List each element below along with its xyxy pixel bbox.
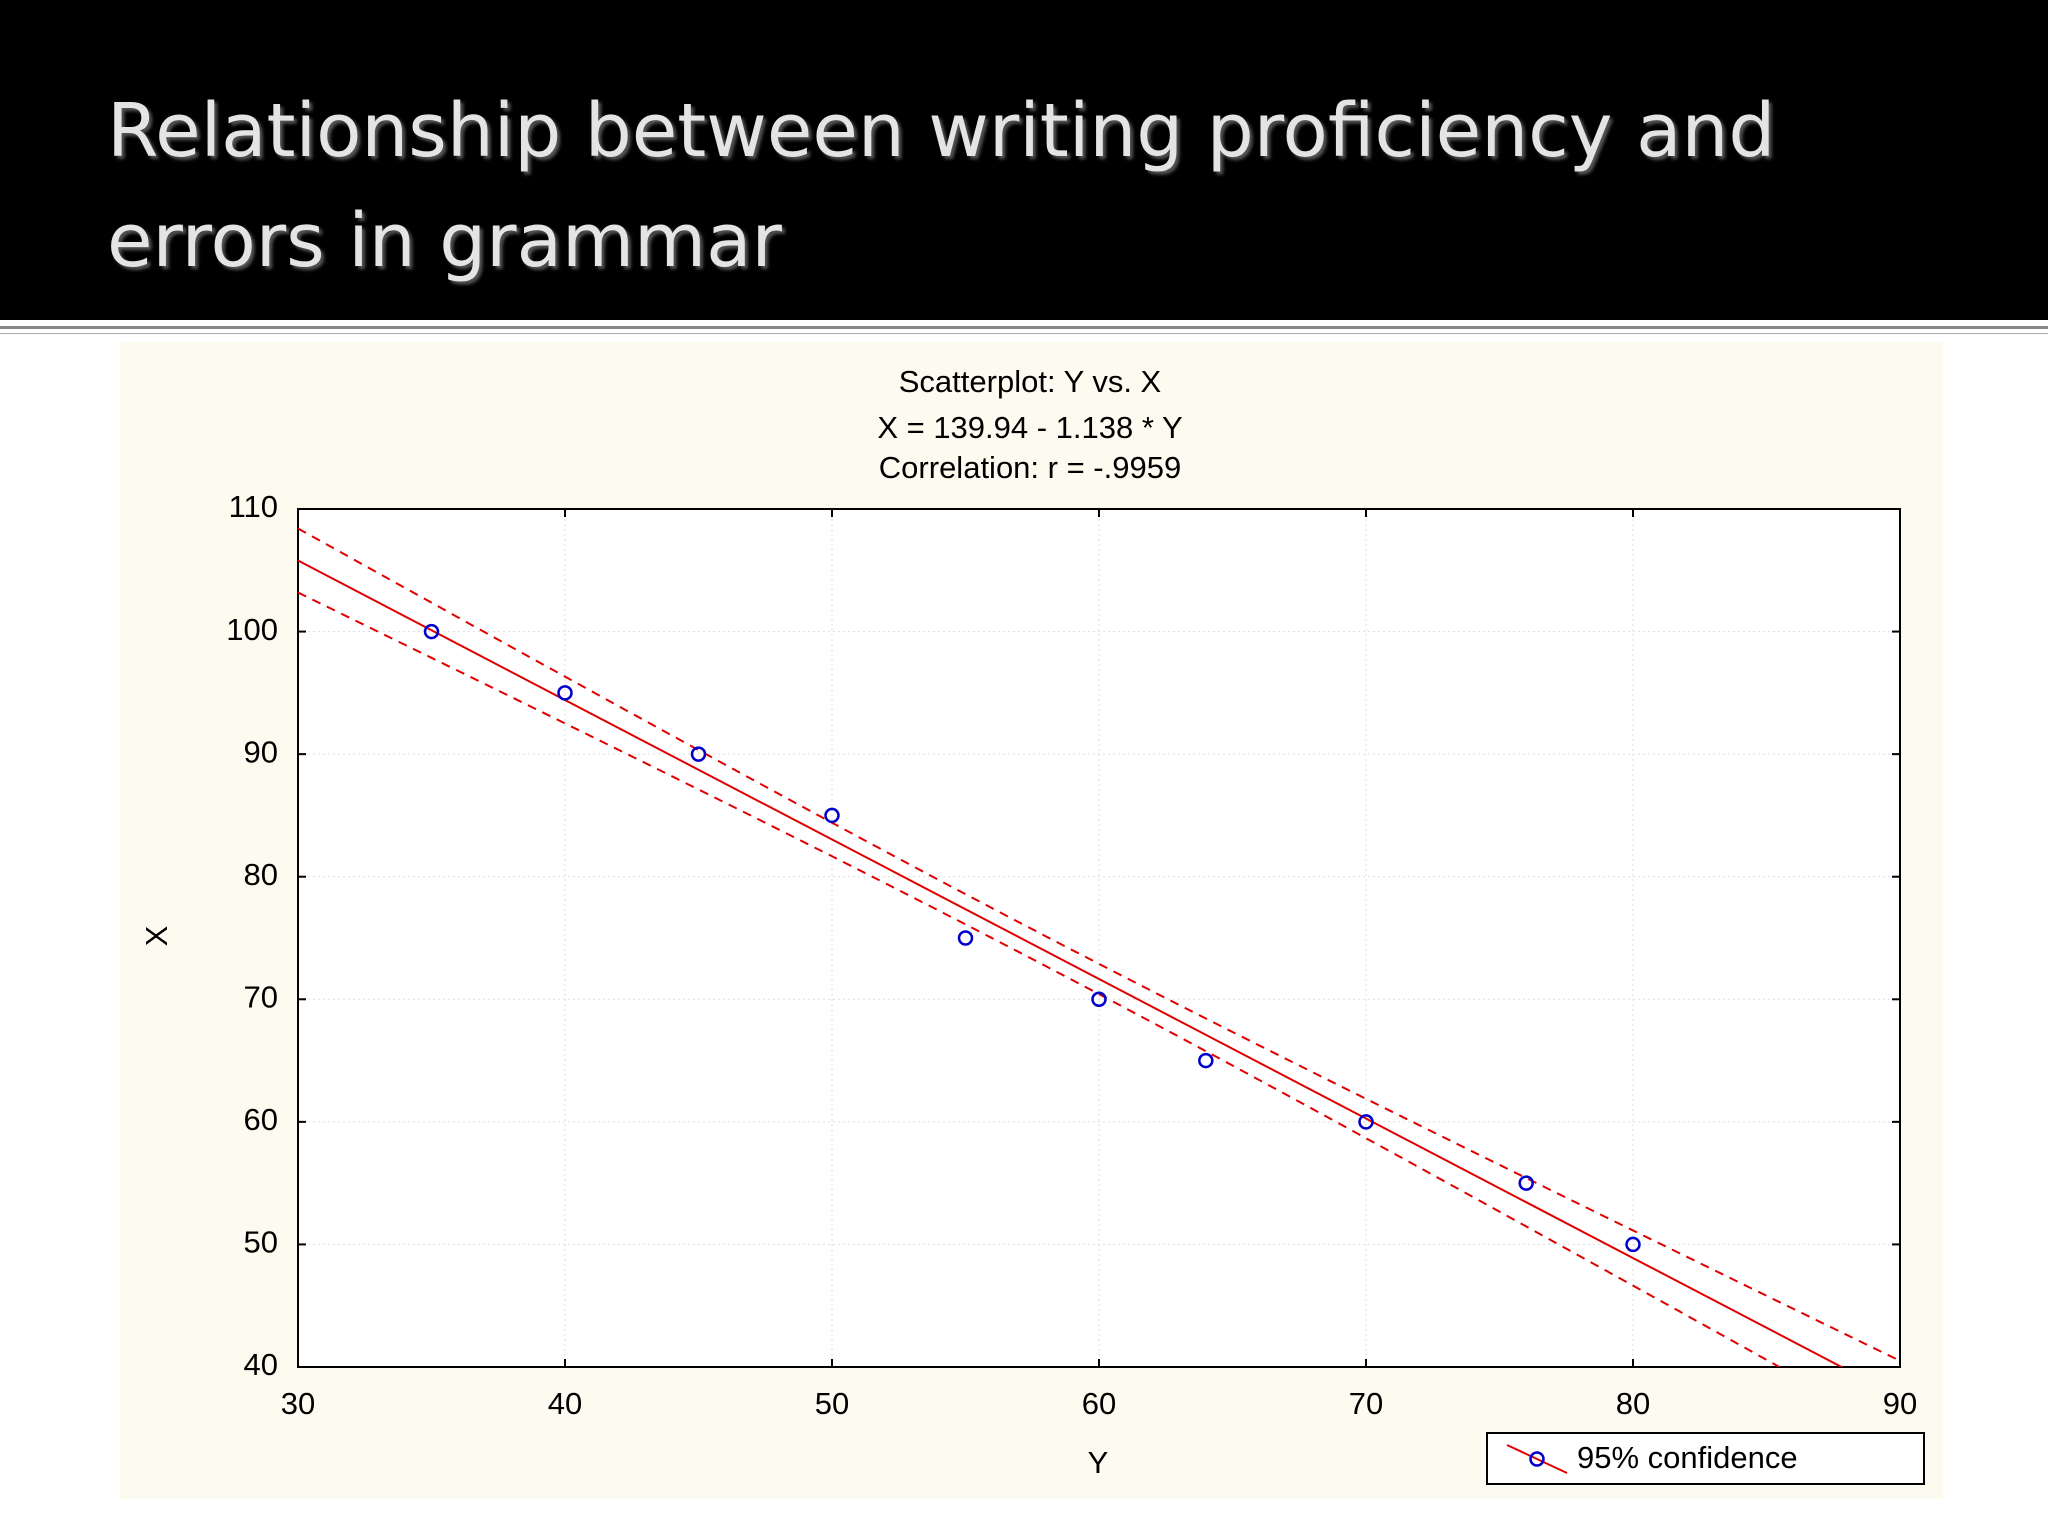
point (1091, 991, 1107, 1008)
y-tick-label: 80 (244, 857, 278, 892)
y-tick-label: 90 (244, 734, 278, 769)
point (824, 807, 840, 824)
rule (0, 326, 2048, 329)
point (1518, 1175, 1534, 1191)
y-tick-label: 50 (244, 1225, 278, 1260)
legend-line (1506, 1444, 1568, 1474)
y-tick-label: 100 (226, 612, 278, 647)
x-tick-label: 30 (281, 1386, 315, 1421)
chart-subtitle: X = 139.94 - 1.138 * Y (877, 410, 1182, 445)
plot-frame (297, 508, 1901, 1368)
point (1358, 1114, 1374, 1130)
point (957, 930, 974, 946)
point (1625, 1236, 1641, 1253)
x-tick-label: 90 (1883, 1386, 1917, 1421)
x-tick-label: 80 (1616, 1386, 1650, 1421)
chart-title: Scatterplot: Y vs. X (899, 364, 1162, 399)
confidence-band (298, 591, 1782, 1367)
point (1198, 1052, 1214, 1069)
y-axis-label: X (139, 925, 174, 946)
point (423, 623, 440, 640)
x-tick-label: 50 (815, 1386, 849, 1421)
x-tick-label: 60 (1082, 1386, 1116, 1421)
legend-marker (1529, 1451, 1545, 1467)
chart-subtitle: Correlation: r = -.9959 (879, 450, 1181, 485)
x-axis-label: Y (1088, 1445, 1109, 1480)
point (557, 685, 573, 701)
y-tick-label: 70 (244, 979, 278, 1014)
y-tick-label: 110 (229, 489, 278, 524)
slide-title: Relationship between writing proficiency… (107, 88, 1776, 174)
x-tick-label: 70 (1349, 1386, 1383, 1421)
header: Relationship between writing proficiency… (0, 0, 2048, 320)
rule (0, 333, 2048, 334)
confidence-band (298, 527, 1900, 1362)
x-tick-label: 40 (548, 1386, 582, 1421)
point (690, 746, 707, 762)
slide-title: errors in grammar (107, 198, 782, 284)
legend-box (1486, 1432, 1925, 1485)
plot-area (298, 509, 1900, 1367)
y-tick-label: 40 (244, 1347, 278, 1382)
legend-label: 95% confidence (1577, 1440, 1798, 1475)
y-tick-label: 60 (244, 1102, 278, 1137)
